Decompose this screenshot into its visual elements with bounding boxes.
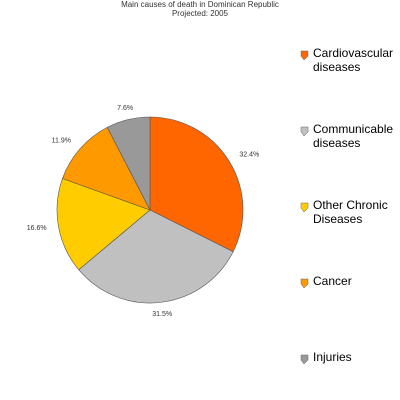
data-label: 7.6% xyxy=(117,105,133,112)
data-label: 31.5% xyxy=(152,311,172,318)
legend-label: Cancer xyxy=(313,274,352,288)
legend-marker xyxy=(300,354,309,365)
pie-slice xyxy=(106,116,151,211)
pie-slice xyxy=(62,126,151,211)
legend-label: Communicable diseases xyxy=(313,122,394,150)
legend-label: Other Chronic Diseases xyxy=(313,198,388,226)
data-label: 16.6% xyxy=(27,225,47,232)
pie-slice xyxy=(149,116,244,253)
legend-marker xyxy=(300,50,309,61)
legend-label: Cardiovascular diseases xyxy=(313,46,394,74)
data-label: 32.4% xyxy=(239,152,259,159)
legend-marker xyxy=(300,278,309,289)
pie-slice xyxy=(78,209,234,304)
legend-label: Injuries xyxy=(313,350,352,364)
chart-subtitle: Projected: 2005 xyxy=(172,9,229,18)
legend-marker xyxy=(300,202,309,213)
data-label: 11.9% xyxy=(52,138,71,145)
pie-slice xyxy=(56,178,151,271)
chart-title: Main causes of death in Dominican Republ… xyxy=(121,0,279,9)
legend-marker xyxy=(300,126,309,137)
